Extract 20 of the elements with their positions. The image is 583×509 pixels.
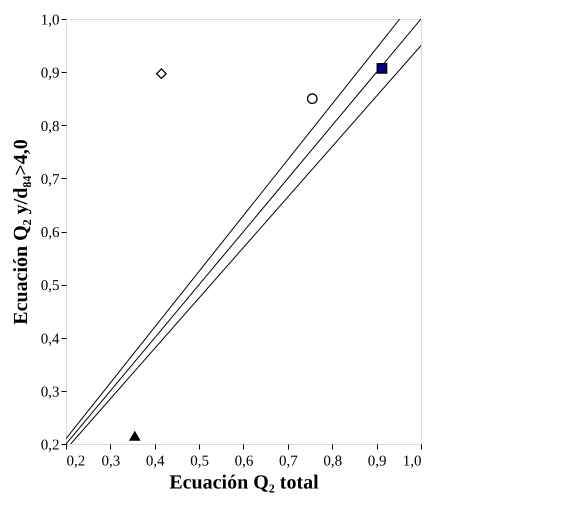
x-axis-title: Ecuación Q₂ total [169, 472, 320, 494]
x-tick-label: 0,5 [190, 454, 209, 470]
x-tick-label: 1,0 [402, 454, 422, 470]
y-tick-label: 0,2 [40, 438, 60, 454]
y-tick-label: 0,3 [40, 384, 60, 400]
y-tick-label: 0,8 [40, 118, 60, 135]
y-tick-label: 0,5 [40, 278, 60, 294]
x-tick-label: 0,3 [102, 454, 120, 470]
x-tick-label: 0,4 [146, 454, 166, 470]
y-tick-label: 0,4 [40, 331, 60, 348]
x-tick-label: 0,7 [279, 454, 298, 470]
y-axis-title: Ecuación Q₂ y/d₈₄>4,0 [10, 139, 32, 325]
y-tick-label: 0,9 [40, 66, 60, 82]
x-tick-label: 0,8 [323, 454, 342, 470]
x-tick-label: 0,2 [66, 454, 86, 470]
y-tick-label: 1,0 [40, 12, 60, 28]
y-tick-label: 0,6 [40, 225, 60, 241]
x-tick-label: 0,6 [234, 454, 254, 470]
x-tick-label: 0,9 [368, 454, 386, 470]
y-tick-label: 0,7 [40, 172, 60, 188]
